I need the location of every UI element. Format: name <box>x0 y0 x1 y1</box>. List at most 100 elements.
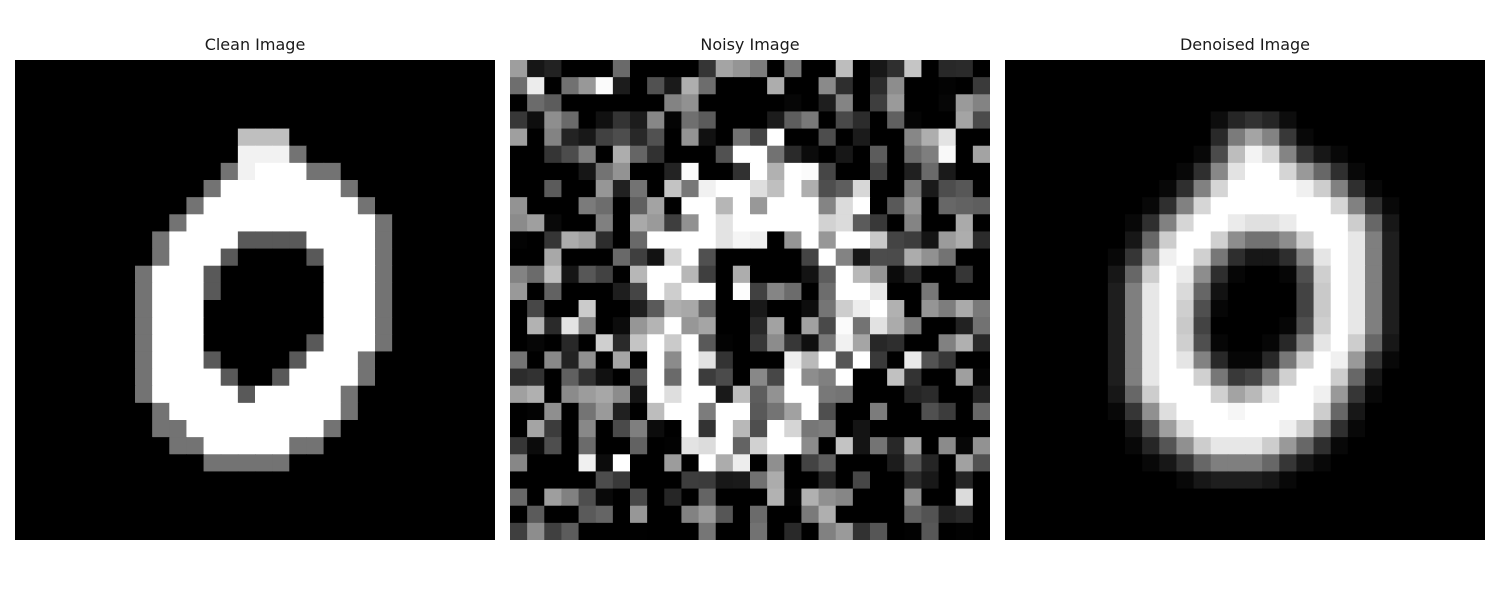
denoised-image-pixel <box>1382 351 1400 370</box>
clean-image-pixel <box>169 317 188 335</box>
denoised-image-pixel <box>1090 180 1109 198</box>
noisy-image-pixel <box>612 385 631 404</box>
noisy-image-pixel <box>955 265 974 284</box>
noisy-image-pixel <box>544 162 563 181</box>
noisy-image-pixel <box>698 351 717 370</box>
clean-image-pixel <box>357 231 376 250</box>
denoised-image-pixel <box>1125 334 1143 353</box>
denoised-image-pixel <box>1107 402 1126 421</box>
denoised-image-pixel <box>1193 351 1212 370</box>
noisy-image-pixel <box>544 180 563 198</box>
clean-image-pixel <box>32 437 50 455</box>
clean-image-pixel <box>100 317 119 335</box>
clean-image-pixel <box>100 145 119 164</box>
denoised-image-pixel <box>1073 505 1092 524</box>
noisy-image-pixel <box>630 77 648 95</box>
noisy-image-pixel <box>784 282 803 301</box>
clean-image-pixel <box>186 317 205 335</box>
noisy-image-pixel <box>852 265 871 284</box>
denoised-image-pixel <box>1296 162 1315 181</box>
noisy-image-pixel <box>887 402 905 421</box>
denoised-image-pixel <box>1073 368 1092 387</box>
noisy-image-pixel <box>630 214 648 233</box>
noisy-image-pixel <box>887 300 905 318</box>
noisy-image-pixel <box>630 162 648 181</box>
noisy-image-pixel <box>870 77 888 95</box>
denoised-image-pixel <box>1005 522 1023 540</box>
clean-image-pixel <box>289 77 308 95</box>
denoised-image-pixel <box>1005 197 1023 215</box>
clean-image-pixel <box>409 334 428 353</box>
clean-image-pixel <box>100 197 119 215</box>
noisy-image-pixel <box>578 368 597 387</box>
denoised-image-pixel <box>1107 522 1126 540</box>
denoised-image-pixel <box>1279 334 1298 353</box>
clean-image-pixel <box>460 505 479 524</box>
noisy-image-pixel <box>887 282 905 301</box>
denoised-image-pixel <box>1365 248 1383 267</box>
noisy-image-pixel <box>972 300 990 318</box>
noisy-image-pixel <box>561 111 580 130</box>
noisy-image-pixel <box>647 111 665 130</box>
denoised-image-pixel <box>1159 197 1178 215</box>
clean-image-pixel <box>152 402 170 421</box>
clean-image-pixel <box>203 248 222 267</box>
denoised-image-pixel <box>1125 522 1143 540</box>
denoised-image-pixel <box>1090 300 1109 318</box>
clean-image-pixel <box>375 402 393 421</box>
noisy-image-pixel <box>544 214 563 233</box>
denoised-image-pixel <box>1399 471 1418 490</box>
clean-image-pixel <box>289 300 308 318</box>
noisy-image-pixel <box>921 77 940 95</box>
clean-image-pixel <box>237 128 256 147</box>
clean-image-pixel <box>186 505 205 524</box>
clean-image-pixel <box>203 420 222 438</box>
clean-image-pixel <box>323 94 342 113</box>
denoised-image-pixel <box>1039 94 1058 113</box>
noisy-image-pixel <box>715 385 734 404</box>
denoised-image-pixel <box>1382 77 1400 95</box>
clean-image-pixel <box>392 368 410 387</box>
noisy-image-pixel <box>904 505 923 524</box>
clean-image-pixel <box>186 282 205 301</box>
noisy-image-pixel <box>870 162 888 181</box>
clean-image-pixel <box>49 368 68 387</box>
clean-image-pixel <box>66 111 85 130</box>
noisy-image-pixel <box>595 145 614 164</box>
clean-image-pixel <box>272 368 290 387</box>
noisy-image-pixel <box>630 385 648 404</box>
clean-image-pixel <box>203 162 222 181</box>
clean-image-pixel <box>340 317 359 335</box>
noisy-image-pixel <box>561 197 580 215</box>
clean-image-pixel <box>220 162 239 181</box>
noisy-image-pixel <box>835 454 854 473</box>
clean-image-pixel <box>83 231 102 250</box>
denoised-image-pixel <box>1090 231 1109 250</box>
clean-image-pixel <box>100 334 119 353</box>
denoised-image-pixel <box>1347 420 1366 438</box>
noisy-image-pixel <box>904 334 923 353</box>
clean-image-pixel <box>340 437 359 455</box>
denoised-image-pixel <box>1296 128 1315 147</box>
noisy-image-pixel <box>578 197 597 215</box>
clean-image-pixel <box>169 77 188 95</box>
noisy-image-pixel <box>972 231 990 250</box>
noisy-image-pixel <box>561 420 580 438</box>
clean-image-pixel <box>32 282 50 301</box>
denoised-image-pixel <box>1450 317 1469 335</box>
noisy-image-pixel <box>595 385 614 404</box>
noisy-image-pixel <box>630 317 648 335</box>
noisy-image-pixel <box>698 282 717 301</box>
denoised-image-pixel <box>1313 214 1332 233</box>
noisy-image-pixel <box>578 420 597 438</box>
clean-image-pixel <box>460 368 479 387</box>
noisy-image-pixel <box>887 420 905 438</box>
denoised-image-pixel <box>1227 437 1246 455</box>
denoised-image-pixel <box>1193 197 1212 215</box>
noisy-image-pixel <box>852 368 871 387</box>
clean-image-pixel <box>477 420 495 438</box>
noisy-image-pixel <box>612 248 631 267</box>
denoised-image-pixel <box>1382 197 1400 215</box>
clean-image-pixel <box>460 214 479 233</box>
noisy-image-pixel <box>955 522 974 540</box>
